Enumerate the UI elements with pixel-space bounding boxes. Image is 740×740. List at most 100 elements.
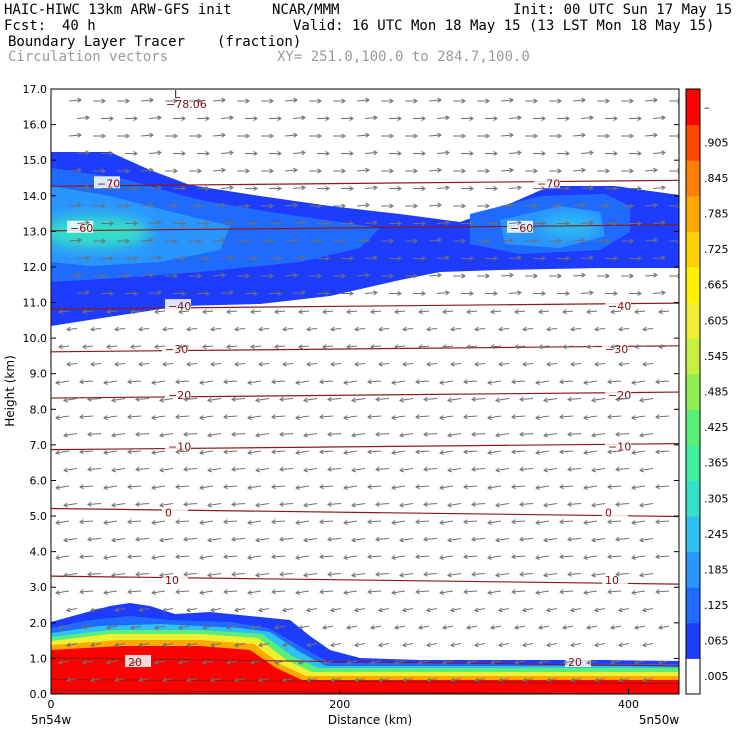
circulation-vector: [210, 678, 222, 681]
circulation-vector: [652, 117, 666, 119]
circulation-vector-head: [413, 238, 418, 244]
circulation-vector: [572, 169, 586, 172]
circulation-vector-head: [207, 572, 212, 578]
circulation-vector: [522, 328, 534, 330]
y-tick-label: 3.0: [30, 581, 48, 594]
circulation-vector: [151, 450, 166, 454]
circulation-vector: [644, 274, 658, 277]
circulation-vector-head: [298, 309, 303, 315]
circulation-vector: [250, 310, 262, 313]
circulation-vector-head: [413, 168, 418, 174]
colorbar-label: .065: [704, 635, 729, 648]
circulation-vector: [162, 363, 174, 365]
circulation-vector-head: [63, 572, 68, 578]
circulation-vector-head: [77, 167, 82, 173]
circulation-vector: [538, 345, 550, 348]
circulation-vector-head: [130, 659, 135, 665]
circulation-vector-head: [101, 203, 106, 209]
circulation-vector-head: [469, 221, 474, 226]
circulation-vector-head: [378, 607, 383, 613]
circulation-vector-head: [437, 272, 442, 278]
circulation-vector: [279, 398, 294, 400]
circulation-vector-head: [125, 238, 130, 244]
y-tick-label: 1.0: [30, 652, 48, 665]
circulation-vector-head: [533, 238, 538, 244]
circulation-vector: [271, 485, 286, 488]
circulation-vector: [399, 573, 414, 576]
circulation-vector-head: [594, 607, 599, 613]
circulation-vector-head: [522, 677, 527, 683]
circulation-vector: [559, 380, 574, 383]
circulation-vector: [279, 468, 294, 470]
circulation-vector: [306, 608, 318, 611]
circulation-vector-head: [151, 590, 156, 595]
circulation-vector: [450, 328, 462, 330]
y-tick-label: 4.0: [30, 546, 48, 559]
circulation-vector-head: [533, 133, 538, 139]
circulation-vector-head: [391, 555, 396, 560]
circulation-vector-head: [634, 309, 639, 315]
circulation-vector: [202, 625, 214, 629]
circulation-vector: [298, 310, 310, 313]
circulation-vector-head: [415, 449, 420, 455]
circulation-vector-head: [109, 186, 114, 191]
y-tick-label: 0.0: [30, 688, 48, 701]
circulation-vector-head: [231, 501, 236, 507]
circulation-vector: [511, 520, 526, 523]
circulation-vector-head: [594, 677, 599, 683]
circulation-vector-head: [613, 116, 618, 121]
temperature-contour: [51, 575, 679, 585]
circulation-vector: [508, 222, 522, 224]
circulation-vector: [234, 643, 246, 646]
circulation-vector-head: [85, 220, 90, 226]
circulation-vector-head: [570, 677, 575, 683]
contour-label-bg: [94, 176, 120, 189]
circulation-vector-head: [439, 590, 444, 595]
circulation-vector-head: [586, 624, 591, 630]
circulation-vector: [111, 398, 126, 401]
circulation-vector: [247, 520, 262, 524]
circulation-vector: [223, 415, 238, 418]
circulation-vector: [607, 380, 622, 383]
circulation-vector: [106, 660, 118, 664]
circulation-vector-head: [394, 309, 399, 315]
circulation-vector-head: [234, 642, 239, 648]
circulation-vector: [178, 345, 190, 348]
circulation-vector-head: [485, 133, 490, 139]
circulation-vector-head: [493, 116, 498, 121]
circulation-vector-head: [495, 537, 500, 543]
circulation-vector: [367, 450, 382, 453]
circulation-vector-head: [485, 203, 490, 209]
circulation-vector: [151, 590, 166, 594]
circulation-vector: [498, 678, 510, 681]
circulation-vector-head: [629, 133, 634, 139]
circulation-vector: [463, 485, 478, 488]
circulation-vector: [375, 538, 390, 540]
contour-label-bg: [534, 176, 560, 189]
circulation-vector-head: [450, 361, 455, 367]
circulation-vector: [631, 450, 646, 454]
circulation-vector: [207, 398, 222, 401]
circulation-vector: [319, 555, 334, 558]
circulation-vector-head: [618, 607, 623, 613]
circulation-vector-head: [415, 554, 420, 560]
circulation-vector-head: [658, 624, 663, 630]
circulation-vector-head: [514, 344, 519, 350]
circulation-vector: [106, 625, 118, 629]
circulation-vector: [274, 310, 286, 313]
circulation-vector-head: [591, 397, 596, 403]
circulation-vector: [655, 590, 670, 593]
circulation-vector-head: [111, 537, 116, 543]
contour-label: −20: [608, 389, 631, 402]
circulation-vector-head: [442, 309, 447, 315]
circulation-vector: [463, 590, 478, 593]
circulation-vector-head: [327, 571, 332, 577]
circulation-vector: [428, 204, 442, 207]
circulation-vector-head: [418, 344, 423, 350]
circulation-vector: [535, 555, 550, 559]
x-axis: 0 200 400: [48, 689, 639, 711]
circulation-vector-head: [149, 132, 154, 138]
circulation-vector: [399, 503, 414, 506]
circulation-vector: [258, 678, 270, 681]
circulation-vector-head: [589, 185, 594, 191]
